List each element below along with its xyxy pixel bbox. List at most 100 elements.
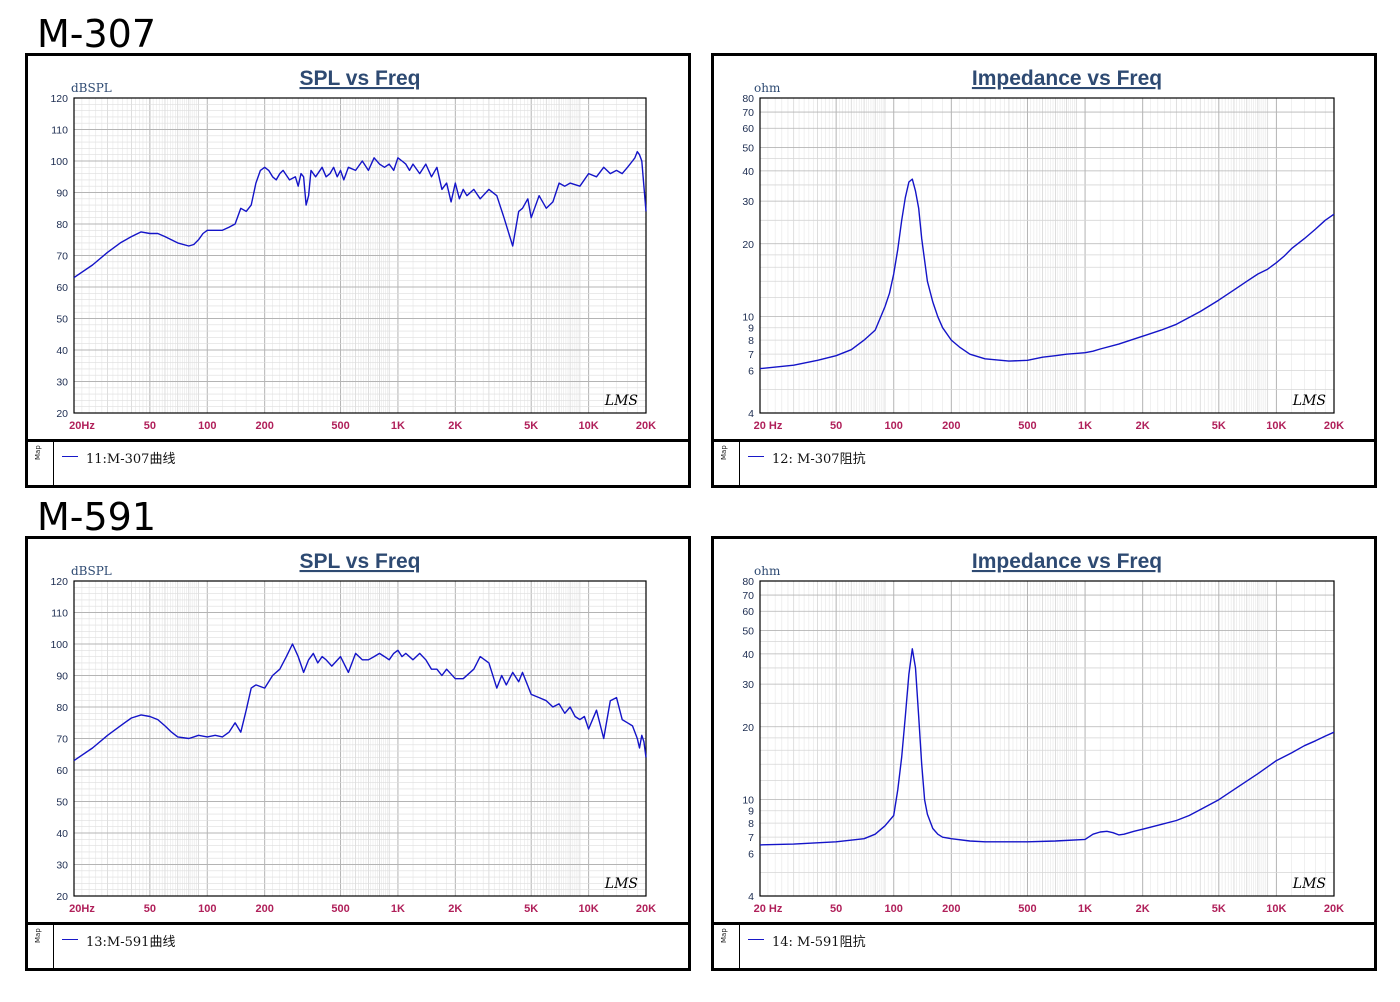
y-tick-label: 70 xyxy=(56,251,68,263)
y-tick-label: 50 xyxy=(742,625,754,637)
x-tick-label: 1K xyxy=(1078,903,1092,915)
y-tick-label: 20 xyxy=(742,239,754,251)
y-tick-label: 30 xyxy=(56,860,68,872)
legend-line-swatch xyxy=(62,939,78,940)
x-tick-label: 20 Hz xyxy=(754,420,783,432)
plot-area xyxy=(760,98,1334,413)
x-tick-label: 20Hz xyxy=(69,420,95,432)
y-tick-label: 100 xyxy=(50,156,68,168)
x-tick-label: 10K xyxy=(1266,903,1286,915)
legend-area: Map 11:M-307曲线 xyxy=(28,439,688,485)
legend-entry: 11:M-307曲线 xyxy=(86,452,176,467)
x-tick-label: 20K xyxy=(1324,903,1344,915)
model-title-m591: M-591 xyxy=(37,495,157,539)
y-tick-label: 30 xyxy=(742,679,754,691)
y-axis-label: ohm xyxy=(754,564,781,578)
y-tick-label: 50 xyxy=(56,797,68,809)
y-tick-label: 90 xyxy=(56,671,68,683)
y-tick-label: 40 xyxy=(56,828,68,840)
y-tick-label: 40 xyxy=(742,649,754,661)
x-tick-label: 20K xyxy=(1324,420,1344,432)
x-tick-label: 5K xyxy=(524,420,538,432)
chart-title: SPL vs Freq xyxy=(300,67,421,90)
y-tick-label: 90 xyxy=(56,188,68,200)
plot-border xyxy=(759,97,1335,414)
y-tick-label: 70 xyxy=(742,590,754,602)
legend-area: Map 13:M-591曲线 xyxy=(28,922,688,968)
x-tick-label: 500 xyxy=(1018,420,1036,432)
y-tick-label: 30 xyxy=(56,377,68,389)
y-tick-label: 7 xyxy=(748,832,754,844)
y-tick-label: 4 xyxy=(748,408,754,420)
y-tick-label: 8 xyxy=(748,818,754,830)
x-tick-label: 1K xyxy=(1078,420,1092,432)
legend-area: Map 14: M-591阻抗 xyxy=(714,922,1374,968)
y-tick-label: 110 xyxy=(51,608,68,620)
y-tick-label: 20 xyxy=(742,722,754,734)
x-tick-label: 10K xyxy=(579,420,599,432)
series-line xyxy=(73,643,647,762)
chart-title: Impedance vs Freq xyxy=(972,67,1162,90)
x-tick-label: 5K xyxy=(524,903,538,915)
plot-area xyxy=(760,581,1334,896)
x-tick-label: 100 xyxy=(198,903,216,915)
map-label: Map xyxy=(720,445,728,460)
y-tick-label: 60 xyxy=(742,606,754,618)
lms-watermark: LMS xyxy=(1292,876,1326,892)
x-tick-label: 2K xyxy=(448,903,462,915)
lms-watermark: LMS xyxy=(604,393,638,409)
y-tick-label: 7 xyxy=(748,349,754,361)
y-tick-label: 40 xyxy=(56,345,68,357)
y-axis-label: dBSPL xyxy=(71,81,112,95)
lms-watermark: LMS xyxy=(604,876,638,892)
y-tick-label: 6 xyxy=(748,365,754,377)
y-tick-label: 70 xyxy=(742,107,754,119)
y-tick-label: 120 xyxy=(50,576,68,588)
map-label: Map xyxy=(34,445,42,460)
x-tick-label: 50 xyxy=(144,420,156,432)
model-title-m307: M-307 xyxy=(37,12,157,56)
x-tick-label: 100 xyxy=(885,420,903,432)
x-tick-label: 10K xyxy=(1266,420,1286,432)
y-tick-label: 10 xyxy=(742,312,754,324)
plot-border xyxy=(73,97,647,414)
y-tick-label: 6 xyxy=(748,848,754,860)
x-tick-label: 200 xyxy=(942,420,960,432)
y-tick-label: 80 xyxy=(56,702,68,714)
chart-title: SPL vs Freq xyxy=(300,550,421,573)
legend-map-column: Map xyxy=(714,925,740,968)
chart-panel-imp-m591: Impedance vs Freq ohm 80 70 60 50 40 30 20 10 9 8 7 6… xyxy=(711,536,1377,971)
lms-watermark: LMS xyxy=(1292,393,1326,409)
y-tick-label: 80 xyxy=(56,219,68,231)
x-tick-label: 2K xyxy=(1136,903,1150,915)
y-tick-label: 120 xyxy=(50,93,68,105)
y-tick-label: 60 xyxy=(742,123,754,135)
x-tick-label: 5K xyxy=(1212,420,1226,432)
x-tick-label: 50 xyxy=(830,420,842,432)
x-tick-label: 20K xyxy=(636,420,656,432)
y-tick-label: 20 xyxy=(56,891,68,903)
x-tick-label: 50 xyxy=(830,903,842,915)
y-tick-label: 9 xyxy=(748,323,754,335)
y-axis-label: ohm xyxy=(754,81,781,95)
x-tick-label: 5K xyxy=(1212,903,1226,915)
y-tick-label: 8 xyxy=(748,335,754,347)
legend-entry: 12: M-307阻抗 xyxy=(772,452,866,467)
y-tick-label: 80 xyxy=(742,93,754,105)
x-tick-label: 2K xyxy=(1136,420,1150,432)
series-line xyxy=(759,178,1335,370)
series-line xyxy=(73,150,647,279)
map-label: Map xyxy=(34,928,42,943)
chart-title: Impedance vs Freq xyxy=(972,550,1162,573)
y-tick-label: 80 xyxy=(742,576,754,588)
x-tick-label: 200 xyxy=(942,903,960,915)
x-tick-label: 500 xyxy=(331,420,349,432)
x-tick-label: 1K xyxy=(391,420,405,432)
x-tick-label: 20Hz xyxy=(69,903,95,915)
y-tick-label: 60 xyxy=(56,765,68,777)
y-tick-label: 50 xyxy=(56,314,68,326)
